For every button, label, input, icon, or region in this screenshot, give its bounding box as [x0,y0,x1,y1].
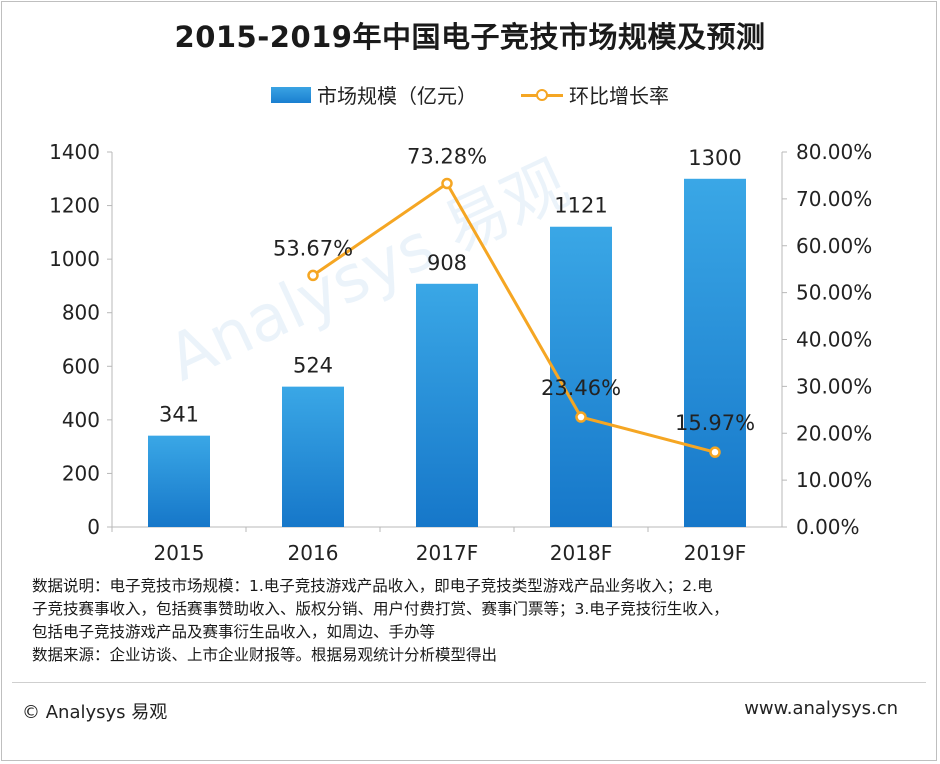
bar [684,178,746,528]
right-tick-label: 40.00% [796,328,872,352]
left-tick-label: 800 [62,301,100,325]
growth-rate-point [575,411,587,423]
bar-value-label: 908 [427,251,467,275]
left-tick-label: 400 [62,408,100,432]
right-tick-label: 60.00% [796,234,872,258]
right-tick-label: 80.00% [796,140,872,164]
growth-rate-label: 73.28% [407,145,487,169]
growth-rate-label: 53.67% [273,236,353,260]
footer-website: www.analysys.cn [744,698,898,719]
growth-rate-point [709,446,721,458]
bar [282,386,344,527]
legend-line-swatch [521,87,563,103]
legend-bar-label: 市场规模（亿元） [317,84,477,108]
bar [148,435,210,527]
chart-svg: 0 200 400 600 800 1000 1200 1400 0.00% 10.00% 20.0… [49,140,872,565]
legend-line-label: 环比增长率 [569,84,669,108]
bar-value-label: 1300 [688,146,741,170]
right-tick-label: 50.00% [796,281,872,305]
legend: 市场规模（亿元） 环比增长率 [0,80,940,109]
right-tick-label: 10.00% [796,468,872,492]
x-tick-label: 2017F [416,541,478,565]
chart-title: 2015-2019年中国电子竞技市场规模及预测 [174,20,766,54]
right-tick-label: 70.00% [796,187,872,211]
notes-line-2: 子竞技赛事收入，包括赛事赞助收入、版权分销、用户付费打赏、赛事门票等；3.电子竞… [32,600,729,618]
notes-line-1: 数据说明：电子竞技市场规模：1.电子竞技游戏产品收入，即电子竞技类型游戏产品业务… [32,577,713,595]
left-tick-label: 1000 [49,247,100,271]
notes-line-3: 包括电子竞技游戏产品及赛事衍生品收入，如周边、手办等 [32,623,436,641]
left-tick-label: 1200 [49,194,100,218]
notes: 数据说明：电子竞技市场规模：1.电子竞技游戏产品收入，即电子竞技类型游戏产品业务… [32,575,912,667]
left-tick-label: 200 [62,461,100,485]
right-tick-label: 20.00% [796,421,872,445]
legend-bar-swatch [271,86,311,103]
x-tick-label: 2016 [288,541,339,565]
growth-rate-line [312,181,716,454]
bar [550,226,612,527]
growth-rate-label: 23.46% [541,376,621,400]
legend-item-line: 环比增长率 [521,80,669,109]
right-tick-label: 0.00% [796,515,860,539]
x-tick-label: 2019F [684,541,746,565]
notes-line-4: 数据来源：企业访谈、上市企业财报等。根据易观统计分析模型得出 [32,646,498,664]
x-tick-label: 2018F [550,541,612,565]
right-tick-label: 30.00% [796,374,872,398]
footer-copyright: © Analysys 易观 [22,702,168,723]
footer-divider [12,682,926,683]
bar-value-label: 1121 [554,194,607,218]
bar-value-label: 341 [159,403,199,427]
bar-value-label: 524 [293,354,333,378]
left-tick-label: 600 [62,354,100,378]
legend-item-bar: 市场规模（亿元） [271,80,477,109]
bar [416,283,478,527]
growth-rate-point [307,269,319,282]
growth-rate-label: 15.97% [675,411,755,435]
left-tick-label: 1400 [49,140,100,164]
growth-rate-point [441,177,453,190]
left-tick-label: 0 [87,515,100,539]
x-tick-label: 2015 [154,541,205,565]
